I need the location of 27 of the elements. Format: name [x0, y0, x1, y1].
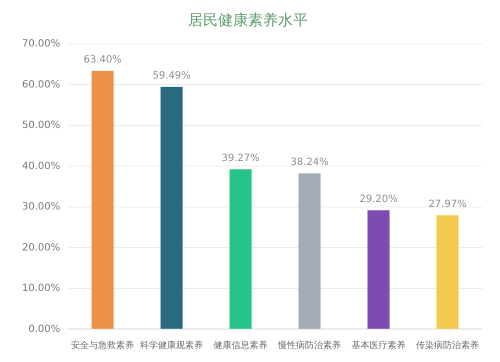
y-tick-label: 10.00%: [22, 283, 60, 294]
data-label: 59.49%: [152, 70, 191, 82]
bar: [160, 86, 183, 329]
y-tick-label: 40.00%: [22, 160, 60, 172]
chart-title: 居民健康素养水平: [188, 10, 308, 29]
bar: [230, 169, 252, 329]
bar: [92, 70, 114, 329]
data-label: 63.40%: [84, 54, 122, 66]
x-tick-label: 传染病防治素养: [416, 340, 480, 351]
x-tick-label: 慢性病防治素养: [277, 340, 342, 351]
x-tick-label: 基本医疗素养: [352, 340, 406, 351]
y-tick-label: 60.00%: [22, 79, 60, 90]
x-tick-label: 科学健康观素养: [140, 340, 204, 351]
bar: [367, 210, 390, 329]
bar: [436, 215, 459, 329]
bar: [298, 173, 321, 329]
x-tick-label: 安全与急救素养: [71, 340, 134, 351]
data-label: 39.27%: [222, 152, 260, 164]
data-label: 29.20%: [359, 194, 398, 205]
y-tick-label: 0.00%: [28, 324, 60, 335]
data-label: 27.97%: [428, 198, 467, 210]
data-label: 38.24%: [290, 156, 329, 168]
y-tick-label: 50.00%: [22, 120, 60, 132]
y-tick-label: 30.00%: [22, 202, 60, 213]
y-tick-label: 20.00%: [22, 242, 60, 254]
y-tick-label: 70.00%: [22, 38, 60, 50]
x-tick-label: 健康信息素养: [214, 340, 268, 351]
